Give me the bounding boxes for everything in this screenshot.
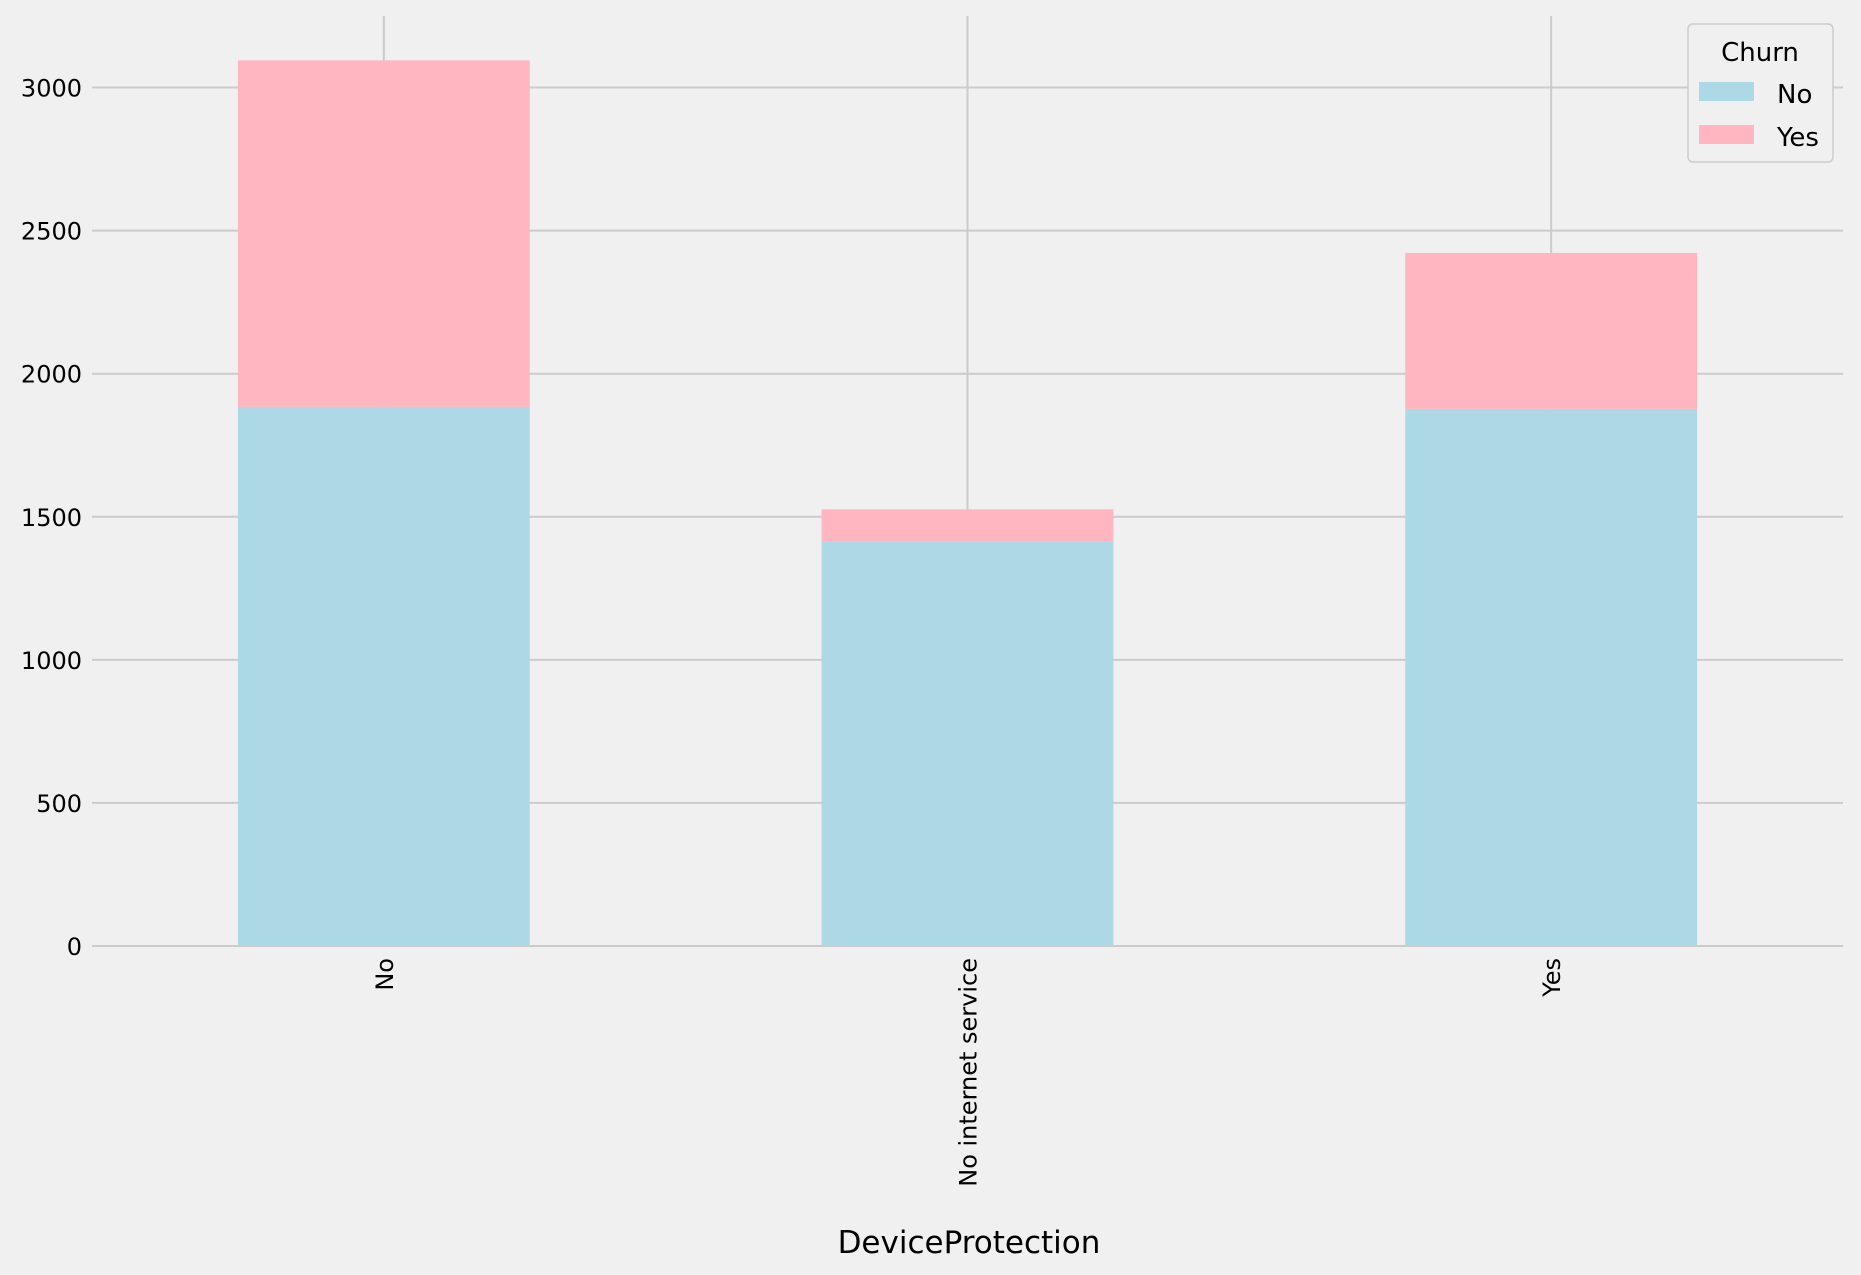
y-tick-label: 0	[67, 933, 82, 961]
x-axis-label: DeviceProtection	[838, 1225, 1101, 1261]
legend-label-yes: Yes	[1776, 123, 1819, 153]
y-tick-label: 500	[36, 790, 82, 818]
legend-label-no: No	[1777, 80, 1812, 110]
y-tick-label: 1500	[21, 504, 82, 532]
bar-no-churn-no	[237, 406, 530, 947]
y-tick-label: 1000	[21, 647, 82, 675]
bar-yes-churn-yes	[1405, 252, 1698, 409]
legend-swatch-yes	[1699, 125, 1754, 144]
bar-no-internet-service-churn-yes	[821, 509, 1114, 542]
y-tick-label: 2500	[21, 218, 82, 246]
y-tick-labels: 0 500 1000 1500 2000 2500 3000	[21, 75, 82, 961]
bar-yes-churn-no	[1405, 408, 1698, 946]
bar-no-churn-yes	[237, 60, 530, 407]
bar-no-internet-service-churn-no	[821, 541, 1114, 946]
legend-title: Churn	[1721, 38, 1799, 68]
y-tick-label: 2000	[21, 361, 82, 389]
legend-swatch-no	[1699, 82, 1754, 101]
x-tick-label: No	[371, 958, 399, 991]
bars	[237, 60, 1698, 947]
x-tick-labels: No No internet service Yes	[371, 958, 1566, 1187]
x-tick-label: Yes	[1538, 958, 1566, 998]
legend: Churn No Yes	[1687, 23, 1834, 163]
x-tick-label: No internet service	[955, 958, 983, 1187]
y-tick-label: 3000	[21, 75, 82, 103]
